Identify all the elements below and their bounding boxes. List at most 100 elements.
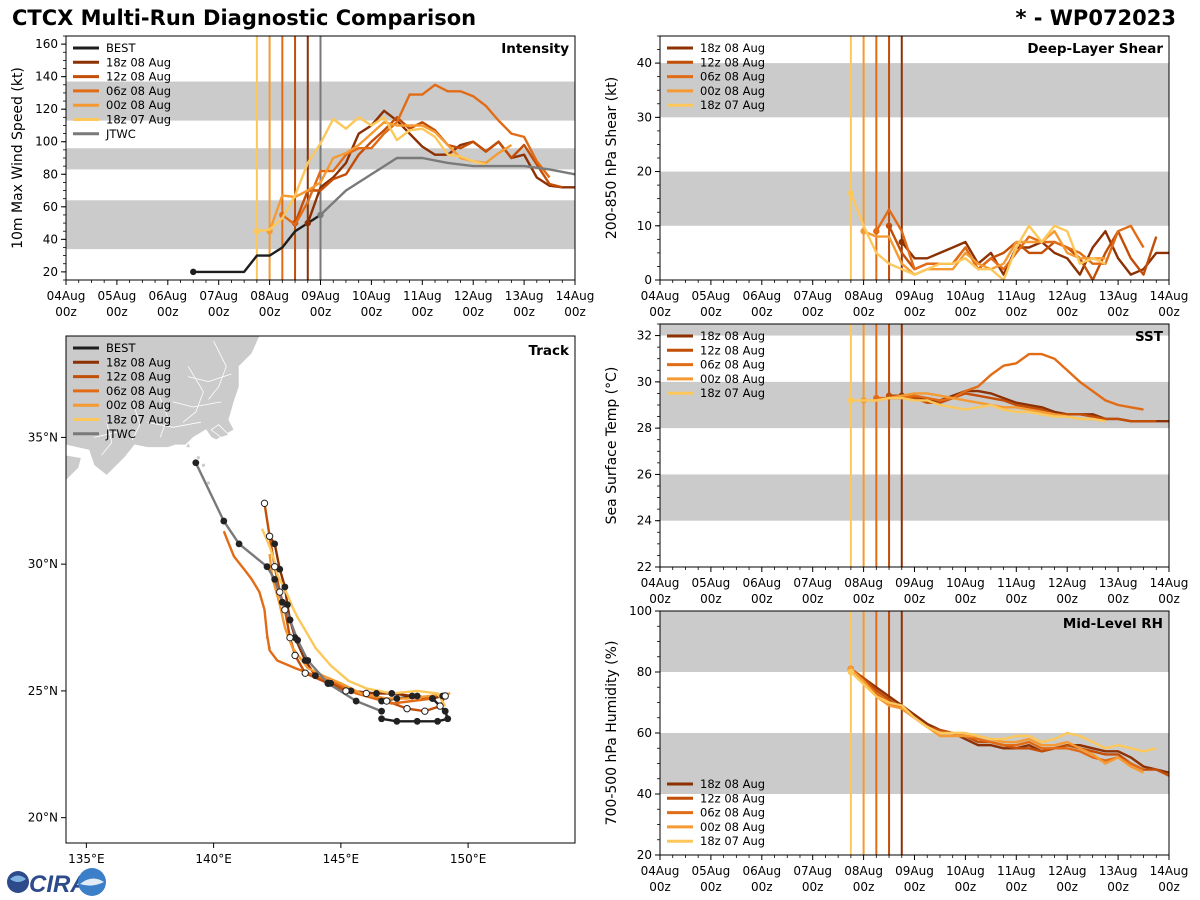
rh-legend-label: 00z 08 Aug	[700, 820, 765, 834]
sst-xtick-hour-label: 00z	[700, 592, 722, 606]
track-point-jtwc	[352, 697, 360, 705]
land-japan	[66, 454, 82, 482]
track-lon-label: 140°E	[195, 852, 232, 866]
track-lat-label: 30°N	[28, 557, 58, 571]
intensity-legend-label: 18z 07 Aug	[106, 113, 171, 127]
rh-xtick-day-label: 10Aug	[946, 864, 985, 878]
rh-legend-label: 06z 08 Aug	[700, 806, 765, 820]
rh-plot-area	[660, 611, 1169, 855]
sst-chart: 22 24 26 28 30 32 04Aug 00z 05Aug 00z 06Aug 00z 07Au…	[604, 323, 1189, 606]
track-lon-label: 145°E	[323, 852, 360, 866]
track-point-r18z08	[429, 695, 436, 702]
shear-band	[660, 63, 1169, 118]
intensity-ytick-label: 120	[35, 102, 58, 116]
track-lon-label: 150°E	[450, 852, 487, 866]
track-legend-label: 18z 08 Aug	[106, 355, 171, 369]
sst-xtick-day-label: 14Aug	[1150, 576, 1189, 590]
rh-ylabel: 700-500 hPa Humidity (%)	[604, 641, 620, 826]
sst-ytick-label: 24	[637, 514, 652, 528]
shear-series-r18z07	[849, 192, 1106, 280]
sst-band	[660, 324, 1169, 336]
track-point-jtwc	[278, 598, 286, 606]
shear-legend-label: 12z 08 Aug	[700, 55, 765, 69]
shear-series-start-r18z08	[898, 238, 905, 246]
sst-series-r18z07	[850, 396, 1106, 423]
sst-ylabel: Sea Surface Temp (°C)	[604, 367, 620, 525]
intensity-xtick-day-label: 05Aug	[98, 289, 137, 303]
track-point-jtwc	[235, 540, 243, 548]
track-legend-label: JTWC	[105, 427, 136, 441]
rh-xtick-day-label: 12Aug	[1048, 864, 1087, 878]
intensity-series-r18z07	[256, 116, 487, 233]
sst-xtick-day-label: 07Aug	[793, 576, 832, 590]
intensity-xtick-hour-label: 00z	[106, 305, 128, 319]
figure-title: CTCX Multi-Run Diagnostic Comparison	[12, 6, 477, 30]
track-point-jtwc	[286, 616, 294, 624]
track-point-best	[413, 692, 421, 700]
sst-panel-title: SST	[1135, 329, 1164, 345]
track-point-r12z08	[436, 702, 444, 710]
track-lat-label: 35°N	[28, 430, 58, 444]
rh-series-start-r18z07	[847, 668, 855, 676]
track-point-best	[444, 715, 452, 723]
intensity-chart: 20 40 60 80 100 120 140 160 04Aug 00z 05Aug 00z 06Au…	[10, 35, 594, 319]
rh-xtick-day-label: 13Aug	[1099, 864, 1138, 878]
track-point-best	[393, 717, 401, 725]
sst-ytick-label: 26	[637, 467, 652, 481]
track-line-r06z08	[222, 530, 433, 705]
sst-ytick-label: 32	[637, 329, 652, 343]
shear-xtick-hour-label: 00z	[1006, 305, 1028, 319]
land-border	[147, 421, 201, 428]
track-point-best	[413, 717, 421, 725]
intensity-series-jtwc	[319, 156, 575, 216]
shear-xtick-day-label: 04Aug	[641, 289, 680, 303]
intensity-series-start-r18z07	[253, 228, 261, 235]
intensity-ylabel: 10m Max Wind Speed (kt)	[10, 67, 26, 249]
land-japan	[184, 441, 192, 448]
rh-ytick-label: 60	[637, 726, 652, 740]
sst-xtick-hour-label: 00z	[1056, 592, 1078, 606]
track-point-r18z08	[281, 583, 289, 591]
track-lat-label: 20°N	[28, 811, 58, 825]
track-frame	[65, 335, 576, 844]
rh-xtick-hour-label: 00z	[904, 880, 926, 894]
shear-ytick-label: 40	[637, 56, 652, 70]
rh-xtick-hour-label: 00z	[802, 880, 824, 894]
intensity-xtick-day-label: 13Aug	[505, 289, 544, 303]
track-chart: 135°E 140°E 145°E 150°E 20°N 25°N 30°N 35°N Trac…	[28, 335, 576, 866]
shear-xtick-day-label: 07Aug	[793, 289, 832, 303]
rh-series-r00z08	[850, 668, 1145, 774]
intensity-series-start-best	[190, 268, 197, 276]
shear-panel-title: Deep-Layer Shear	[1027, 41, 1163, 57]
rh-xtick-hour-label: 00z	[853, 880, 875, 894]
sst-xtick-day-label: 10Aug	[946, 576, 985, 590]
intensity-xtick-day-label: 12Aug	[454, 289, 493, 303]
land-border	[101, 422, 113, 456]
rh-legend-label: 18z 08 Aug	[700, 777, 765, 791]
track-plot-area	[66, 336, 452, 725]
track-point-jtwc	[378, 707, 385, 715]
track-point-r12z08	[281, 606, 289, 614]
shear-xtick-hour-label: 00z	[1107, 305, 1129, 319]
shear-xtick-hour-label: 00z	[649, 305, 671, 319]
intensity-xtick-hour-label: 00z	[513, 305, 535, 319]
rh-xtick-hour-label: 00z	[1158, 880, 1180, 894]
track-panel-title: Track	[529, 343, 570, 359]
rh-ytick-label: 100	[629, 604, 652, 618]
shear-xtick-day-label: 10Aug	[946, 289, 985, 303]
intensity-legend-label: 00z 08 Aug	[106, 98, 171, 112]
intensity-xtick-hour-label: 00z	[259, 305, 281, 319]
track-point-r18z08	[373, 690, 380, 697]
shear-ytick-label: 0	[644, 273, 652, 287]
rh-band	[660, 733, 1169, 794]
rh-legend-label: 18z 07 Aug	[700, 834, 765, 848]
track-point-r12z08	[276, 588, 284, 596]
sst-xtick-day-label: 06Aug	[742, 576, 781, 590]
intensity-xtick-day-label: 09Aug	[301, 289, 340, 303]
intensity-series-r12z08	[293, 116, 563, 224]
track-legend-label: 06z 08 Aug	[106, 384, 171, 398]
sst-xtick-hour-label: 00z	[853, 592, 875, 606]
track-point-jtwc	[263, 563, 271, 571]
shear-xtick-day-label: 13Aug	[1099, 289, 1138, 303]
